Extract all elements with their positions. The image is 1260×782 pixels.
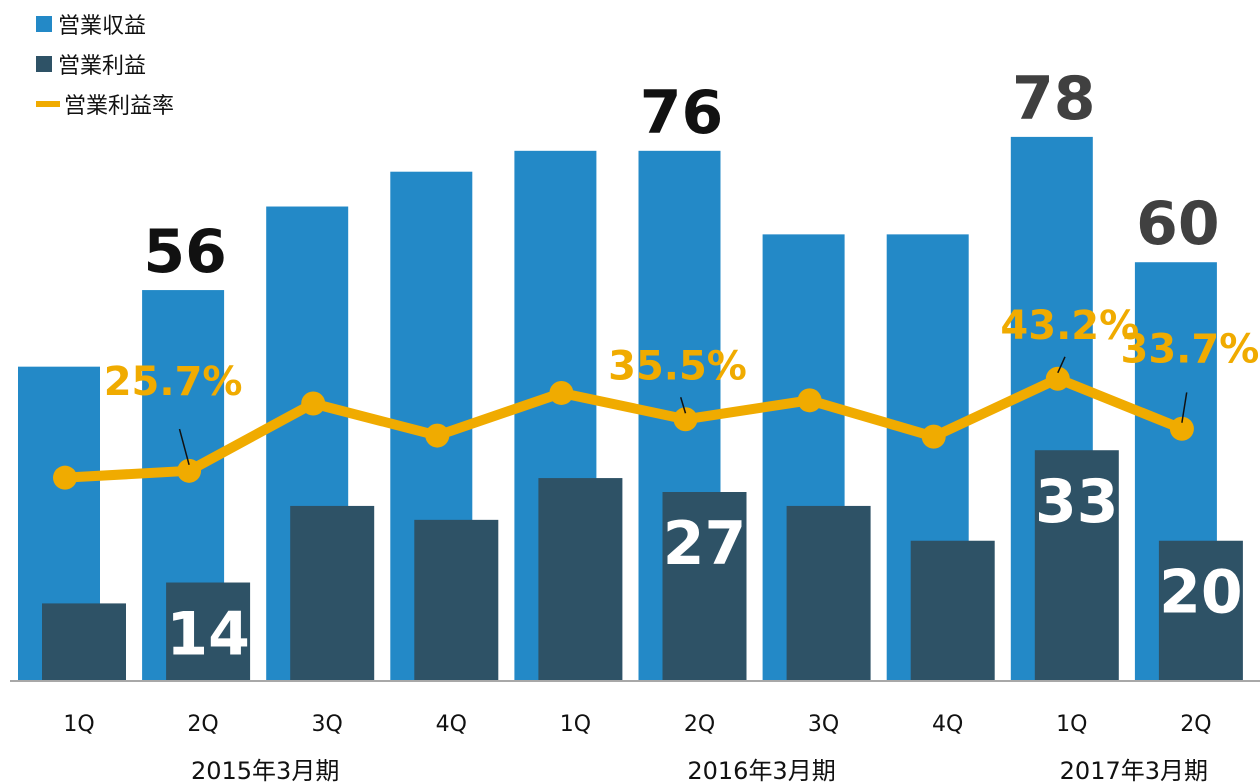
profit-value-label: 27 bbox=[663, 509, 747, 579]
margin-point bbox=[1045, 366, 1070, 391]
x-tick-label: 1Q bbox=[560, 712, 591, 737]
x-tick-label: 4Q bbox=[436, 712, 467, 737]
margin-point bbox=[53, 465, 77, 490]
profit-bar bbox=[1034, 450, 1119, 680]
legend-item-revenue: 営業収益 bbox=[36, 4, 174, 44]
profit-bar bbox=[414, 519, 499, 680]
profit-bar bbox=[662, 492, 747, 680]
margin-leader-line bbox=[1057, 356, 1066, 374]
profit-bar bbox=[42, 603, 126, 680]
fiscal-year-label: 2016年3月期 bbox=[687, 757, 835, 782]
profit-bar bbox=[538, 478, 623, 680]
legend-item-profit: 営業利益 bbox=[36, 44, 174, 84]
margin-point bbox=[797, 388, 822, 413]
x-tick-label: 3Q bbox=[312, 712, 343, 737]
x-tick-label: 2Q bbox=[684, 712, 715, 737]
margin-point bbox=[177, 458, 202, 483]
revenue-value-label: 78 bbox=[1012, 64, 1096, 134]
profit-value-label: 33 bbox=[1035, 467, 1119, 537]
profit-value-label: 20 bbox=[1159, 558, 1243, 628]
margin-leader-line bbox=[178, 428, 190, 466]
profit-bar bbox=[786, 505, 871, 680]
margin-leader-line bbox=[679, 397, 687, 414]
margin-value-label: 43.2% bbox=[1000, 303, 1139, 349]
x-tick-label: 2Q bbox=[1180, 712, 1211, 737]
margin-point bbox=[921, 424, 946, 449]
profit-bar bbox=[290, 505, 375, 680]
margin-point bbox=[425, 423, 450, 448]
margin-leader-line bbox=[1181, 392, 1188, 423]
revenue-value-label: 76 bbox=[640, 78, 724, 148]
profit-value-label: 14 bbox=[166, 600, 250, 670]
revenue-value-label: 60 bbox=[1136, 189, 1220, 259]
fiscal-year-label: 2015年3月期 bbox=[191, 757, 339, 782]
margin-value-label: 25.7% bbox=[104, 359, 243, 405]
profit-bar bbox=[910, 540, 995, 680]
x-tick-label: 4Q bbox=[932, 712, 963, 737]
legend-label-revenue: 営業収益 bbox=[58, 14, 147, 39]
legend: 営業収益 営業利益 営業利益率 bbox=[36, 4, 174, 124]
legend-swatch-revenue bbox=[36, 16, 52, 32]
legend-item-margin: 営業利益率 bbox=[36, 84, 174, 124]
margin-value-label: 33.7% bbox=[1121, 327, 1260, 373]
legend-label-margin: 営業利益率 bbox=[64, 94, 175, 119]
legend-label-profit: 営業利益 bbox=[58, 54, 147, 79]
margin-point bbox=[549, 380, 574, 405]
x-tick-label: 3Q bbox=[808, 712, 839, 737]
legend-swatch-margin bbox=[36, 101, 60, 107]
margin-point bbox=[301, 391, 326, 416]
margin-point bbox=[673, 407, 698, 432]
x-tick-label: 1Q bbox=[1056, 712, 1087, 737]
fiscal-year-label: 2017年3月期 bbox=[1060, 757, 1208, 782]
margin-line bbox=[64, 373, 1184, 483]
revenue-value-label: 56 bbox=[143, 217, 227, 287]
margin-value-label: 35.5% bbox=[608, 343, 747, 389]
profit-bar bbox=[1158, 540, 1243, 680]
legend-swatch-profit bbox=[36, 56, 52, 72]
margin-point bbox=[1169, 416, 1194, 441]
x-tick-label: 1Q bbox=[63, 712, 94, 737]
profit-bar bbox=[166, 582, 251, 680]
x-tick-label: 2Q bbox=[187, 712, 218, 737]
